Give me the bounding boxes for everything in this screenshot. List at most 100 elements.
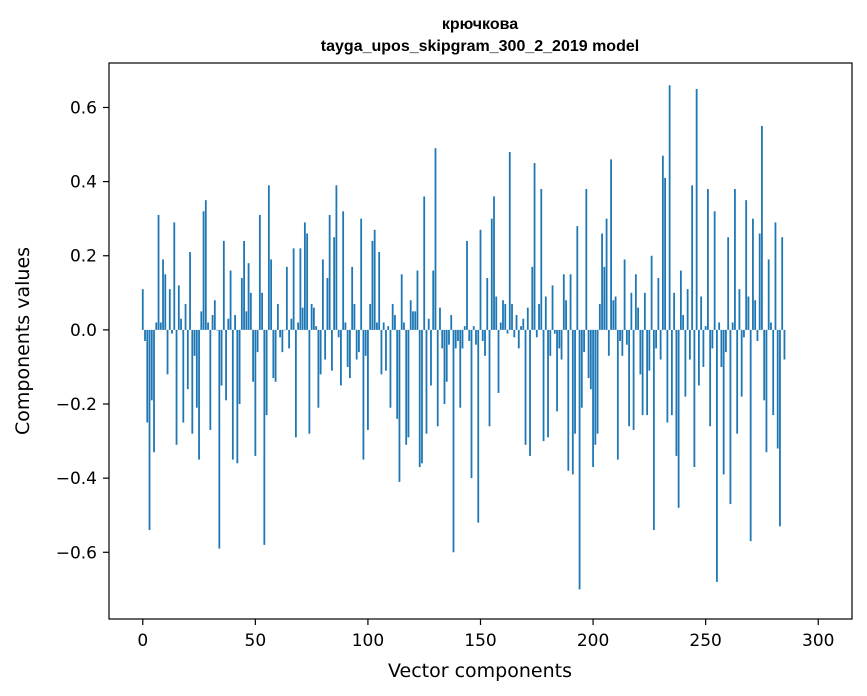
bar [432,270,435,330]
bar [538,303,540,330]
bar [562,274,565,330]
bar [146,329,149,423]
bar [461,329,464,349]
bar [614,296,617,330]
bar [200,311,203,330]
bar [605,218,608,330]
bar [213,300,216,330]
bar [668,85,671,330]
x-tick-label: 150 [464,631,496,651]
bars-group [141,85,786,590]
bar [709,329,712,427]
bar [306,233,309,330]
bar [333,237,336,330]
bar [328,214,331,330]
x-axis-label: Vector components [388,660,572,682]
bar [601,233,603,330]
bar [772,329,775,416]
bar [488,329,491,427]
bar [499,322,502,330]
bar [285,266,288,330]
y-tick-label: 0.6 [70,98,97,118]
bar [776,329,779,449]
bar [331,329,333,371]
bar [711,329,714,349]
bar [202,211,205,330]
bar [229,270,232,330]
bar [560,329,563,360]
bar [258,214,261,330]
bar [443,329,446,405]
bar [704,326,707,330]
bar [225,329,227,401]
bar [198,329,200,460]
bar [576,226,579,330]
bar [749,329,752,542]
bar [263,329,266,545]
bar [531,266,534,330]
bar [276,303,279,330]
bar [495,296,498,330]
bar [204,200,207,330]
bar [574,329,576,434]
bar [234,315,236,330]
bar [646,329,649,416]
bar [716,329,718,582]
bar [425,329,428,434]
bar [502,300,504,330]
bar [517,329,520,349]
bar [529,329,531,456]
bar [321,259,324,330]
bar [637,307,640,330]
bar [736,329,739,434]
bar [267,185,270,330]
bar [216,329,218,331]
bar [351,266,354,330]
bar [344,322,347,330]
bar [722,329,725,475]
bar [463,326,466,330]
bar [549,329,552,356]
bar [346,329,349,367]
bar [466,240,468,330]
y-tick-label: −0.6 [56,543,97,563]
bar [522,318,525,330]
chart-subtitle: tayga_upos_skipgram_300_2_2019 model [321,38,639,55]
bar [441,329,444,349]
bar [727,237,730,330]
bar [157,214,160,330]
x-axis: 0 50 100 150 200 250 300 [137,619,834,651]
bar [342,211,345,330]
bar [445,329,448,382]
bar [173,222,176,330]
bar [774,222,777,330]
bar [448,329,450,345]
bar [515,315,518,330]
bar [405,329,408,445]
bar [324,329,327,360]
bar [312,307,315,330]
bar [673,292,676,330]
bar [222,240,225,330]
bar [457,329,459,341]
bar [544,296,547,330]
bar [596,329,599,434]
bar [144,329,146,341]
bar [567,329,570,471]
bar [729,329,732,505]
bar [659,329,662,360]
bar [707,189,709,330]
bar [603,266,606,330]
bar [294,329,297,438]
y-axis-label: Components values [12,247,34,435]
bar [281,329,284,353]
bar [380,329,383,375]
bar [580,329,583,408]
bar [650,255,653,330]
bar [353,303,356,330]
bar [168,289,171,330]
bar [243,240,245,330]
bar [400,274,403,330]
bar [779,329,781,527]
y-tick-label: 0.2 [70,247,97,267]
